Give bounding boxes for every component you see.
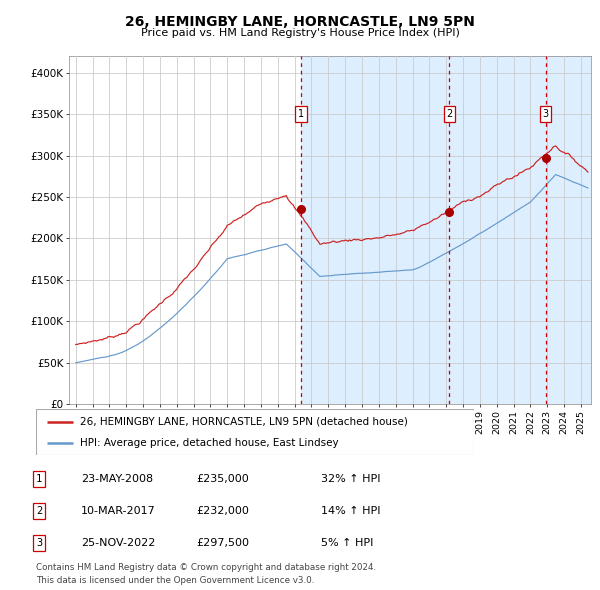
Text: £235,000: £235,000 [196,474,249,484]
Text: Contains HM Land Registry data © Crown copyright and database right 2024.: Contains HM Land Registry data © Crown c… [36,563,376,572]
Text: HPI: Average price, detached house, East Lindsey: HPI: Average price, detached house, East… [80,438,338,448]
Text: 10-MAR-2017: 10-MAR-2017 [81,506,156,516]
Text: £232,000: £232,000 [196,506,249,516]
Text: 25-NOV-2022: 25-NOV-2022 [81,538,155,548]
Text: 3: 3 [36,538,42,548]
Text: 26, HEMINGBY LANE, HORNCASTLE, LN9 5PN (detached house): 26, HEMINGBY LANE, HORNCASTLE, LN9 5PN (… [80,417,407,427]
Text: 1: 1 [36,474,42,484]
Text: 23-MAY-2008: 23-MAY-2008 [81,474,153,484]
Text: 3: 3 [542,109,548,119]
Text: 2: 2 [446,109,452,119]
Text: 5% ↑ HPI: 5% ↑ HPI [321,538,373,548]
Text: £297,500: £297,500 [196,538,249,548]
Text: 1: 1 [298,109,304,119]
Text: Price paid vs. HM Land Registry's House Price Index (HPI): Price paid vs. HM Land Registry's House … [140,28,460,38]
Text: This data is licensed under the Open Government Licence v3.0.: This data is licensed under the Open Gov… [36,576,314,585]
Text: 32% ↑ HPI: 32% ↑ HPI [321,474,380,484]
Text: 14% ↑ HPI: 14% ↑ HPI [321,506,380,516]
Text: 26, HEMINGBY LANE, HORNCASTLE, LN9 5PN: 26, HEMINGBY LANE, HORNCASTLE, LN9 5PN [125,15,475,30]
Text: 2: 2 [36,506,42,516]
Bar [301,56,600,404]
